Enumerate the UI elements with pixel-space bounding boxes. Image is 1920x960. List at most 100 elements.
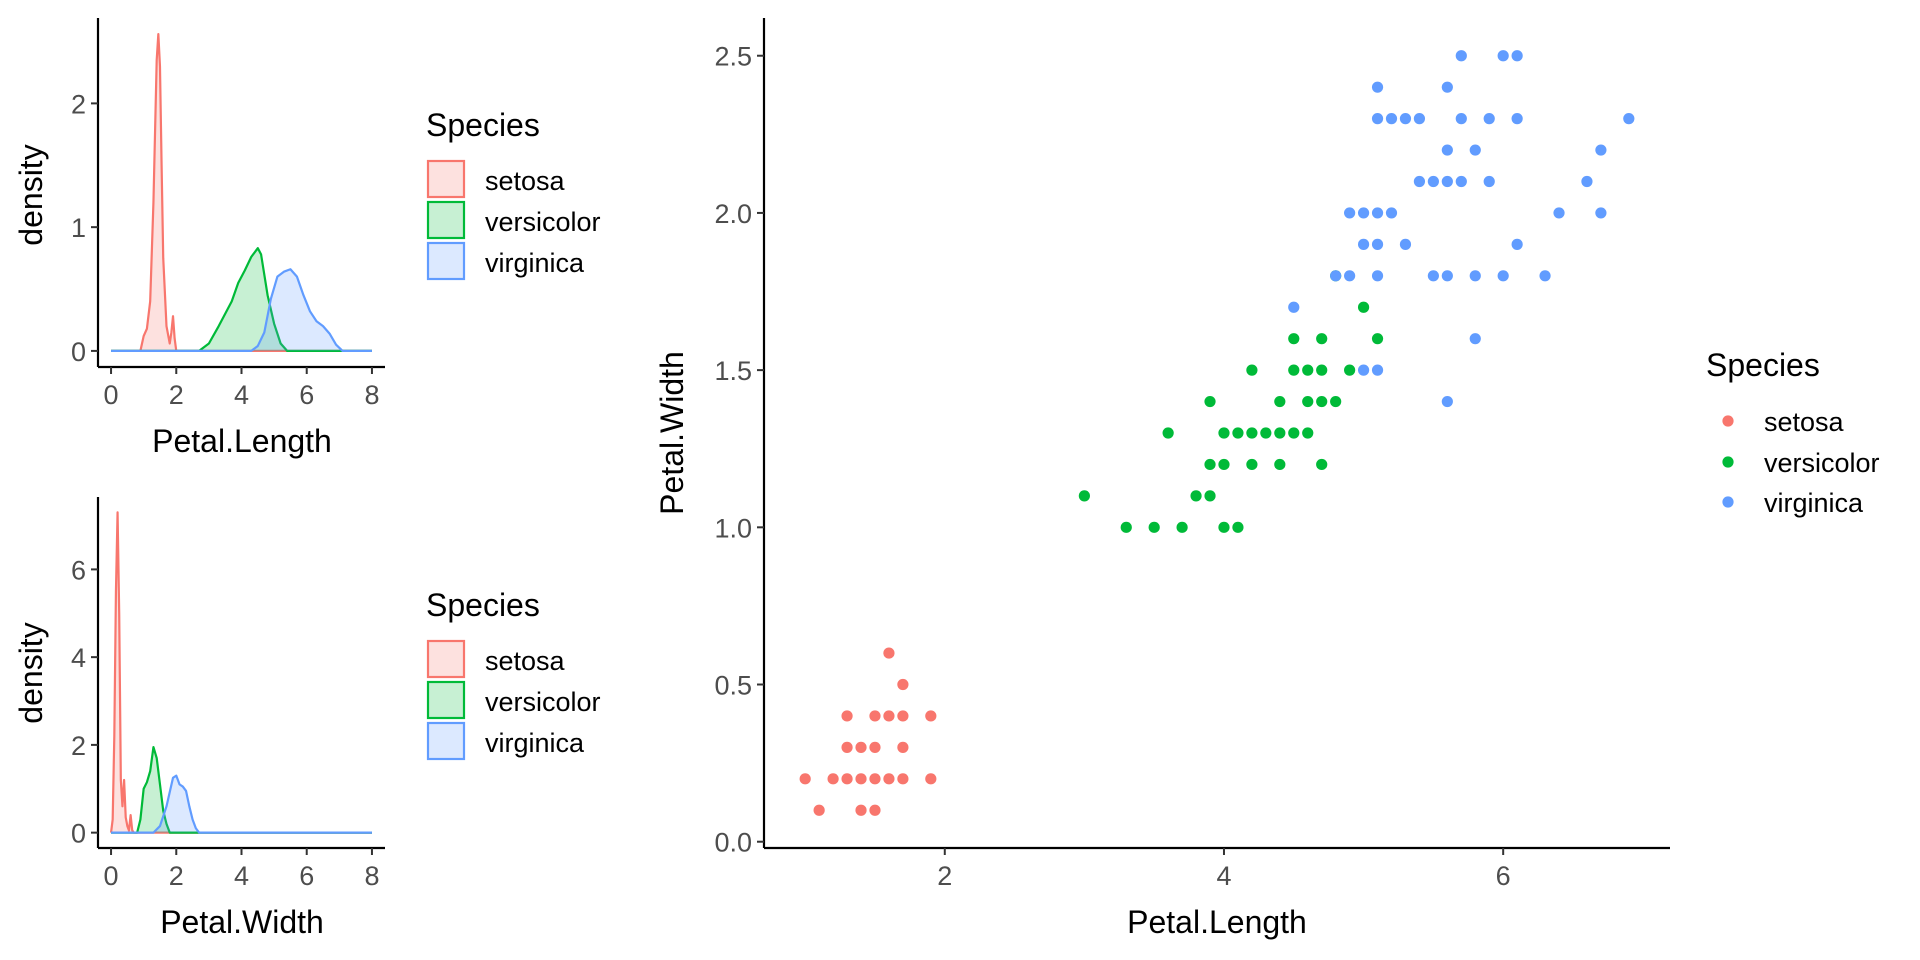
point-virginica xyxy=(1511,113,1523,125)
point-versicolor xyxy=(1302,395,1314,408)
point-versicolor xyxy=(1330,395,1342,408)
legend: Species setosa versicolor virginica xyxy=(426,107,601,281)
legend: Species setosa versicolor virginica xyxy=(426,587,601,761)
legend-key-virginica xyxy=(426,721,466,761)
legend-key-virginica xyxy=(1722,496,1734,508)
point-setosa xyxy=(869,804,881,816)
point-versicolor xyxy=(1232,427,1244,439)
legend-key-setosa xyxy=(1722,415,1734,427)
x-tick-label: 2 xyxy=(169,861,184,891)
point-virginica xyxy=(1371,364,1384,376)
y-tick-label: 1 xyxy=(71,213,86,243)
x-tick-label: 2 xyxy=(169,380,184,410)
point-virginica xyxy=(1357,364,1370,376)
x-tick-label: 8 xyxy=(364,380,379,410)
point-virginica xyxy=(1441,175,1453,188)
x-tick-label: 2 xyxy=(937,861,952,891)
point-virginica xyxy=(1539,270,1551,282)
point-virginica xyxy=(1483,175,1495,188)
point-setosa xyxy=(883,647,895,659)
point-versicolor xyxy=(1288,364,1300,376)
point-virginica xyxy=(1441,144,1453,156)
point-versicolor xyxy=(1204,458,1216,471)
point-virginica xyxy=(1469,333,1481,345)
legend-title: Species xyxy=(426,587,540,623)
point-virginica xyxy=(1441,270,1453,282)
y-tick-label: 6 xyxy=(71,555,86,585)
point-versicolor xyxy=(1078,490,1090,502)
x-tick-label: 0 xyxy=(104,861,119,891)
y-axis-title: Petal.Width xyxy=(654,351,690,515)
point-versicolor xyxy=(1204,395,1216,408)
x-axis-title: Petal.Length xyxy=(152,423,332,459)
point-versicolor xyxy=(1288,427,1300,439)
legend-key-setosa xyxy=(426,159,466,199)
density-line-versicolor xyxy=(111,247,372,353)
legend-label-setosa: setosa xyxy=(485,166,566,196)
point-virginica xyxy=(1623,113,1635,125)
x-tick-label: 0 xyxy=(104,380,119,410)
point-virginica xyxy=(1455,113,1467,125)
legend: Species setosa versicolor virginica xyxy=(1706,347,1880,518)
point-setosa xyxy=(799,773,811,785)
point-virginica xyxy=(1595,144,1607,156)
point-virginica xyxy=(1581,175,1593,188)
point-setosa xyxy=(855,773,867,785)
point-setosa xyxy=(897,741,909,753)
density-line-versicolor xyxy=(111,745,372,834)
point-virginica xyxy=(1497,270,1509,282)
point-virginica xyxy=(1399,238,1412,250)
y-tick-label: 2.5 xyxy=(714,42,752,72)
point-setosa xyxy=(897,773,909,785)
point-setosa xyxy=(841,741,853,753)
density-fill-versicolor xyxy=(111,248,372,351)
point-versicolor xyxy=(1246,427,1258,439)
y-axis-title: density xyxy=(13,622,49,723)
point-virginica xyxy=(1288,301,1300,313)
point-virginica xyxy=(1413,175,1426,188)
legend-label-versicolor: versicolor xyxy=(485,687,601,717)
point-virginica xyxy=(1357,207,1370,219)
point-versicolor xyxy=(1246,364,1258,376)
x-tick-label: 4 xyxy=(1216,861,1231,891)
point-virginica xyxy=(1385,207,1398,219)
point-setosa xyxy=(897,678,909,691)
point-virginica xyxy=(1469,270,1481,282)
point-versicolor xyxy=(1176,521,1188,533)
point-versicolor xyxy=(1371,333,1384,345)
panel-scatter: 2 4 6 0.0 0.5 1.0 1.5 2.0 2.5 Petal.Length Petal.W… xyxy=(654,18,1880,940)
point-setosa xyxy=(925,773,937,785)
point-versicolor xyxy=(1148,521,1160,533)
point-versicolor xyxy=(1302,364,1314,376)
y-tick-label: 0 xyxy=(71,819,86,849)
point-versicolor xyxy=(1190,490,1202,502)
legend-label-virginica: virginica xyxy=(485,728,585,758)
point-setosa xyxy=(841,773,853,785)
point-versicolor xyxy=(1274,395,1286,408)
y-tick-label: 0 xyxy=(71,337,86,367)
point-virginica xyxy=(1371,113,1384,125)
density-line-virginica xyxy=(111,268,372,353)
point-virginica xyxy=(1497,50,1509,62)
point-setosa xyxy=(869,773,881,785)
point-virginica xyxy=(1413,113,1426,125)
point-versicolor xyxy=(1204,490,1216,502)
point-setosa xyxy=(869,741,881,753)
point-setosa xyxy=(841,710,853,722)
y-tick-label: 2 xyxy=(71,89,86,119)
y-tick-label: 1.0 xyxy=(714,513,752,543)
point-virginica xyxy=(1455,50,1467,62)
x-tick-label: 6 xyxy=(299,861,314,891)
point-virginica xyxy=(1441,81,1453,93)
y-tick-label: 2 xyxy=(71,731,86,761)
point-versicolor xyxy=(1218,521,1230,533)
point-virginica xyxy=(1371,81,1384,93)
x-tick-label: 6 xyxy=(1496,861,1511,891)
x-axis-title: Petal.Length xyxy=(1127,904,1307,940)
point-virginica xyxy=(1511,50,1523,62)
point-versicolor xyxy=(1120,521,1132,533)
point-virginica xyxy=(1371,238,1384,250)
legend-label-versicolor: versicolor xyxy=(485,207,601,237)
point-versicolor xyxy=(1260,427,1272,439)
